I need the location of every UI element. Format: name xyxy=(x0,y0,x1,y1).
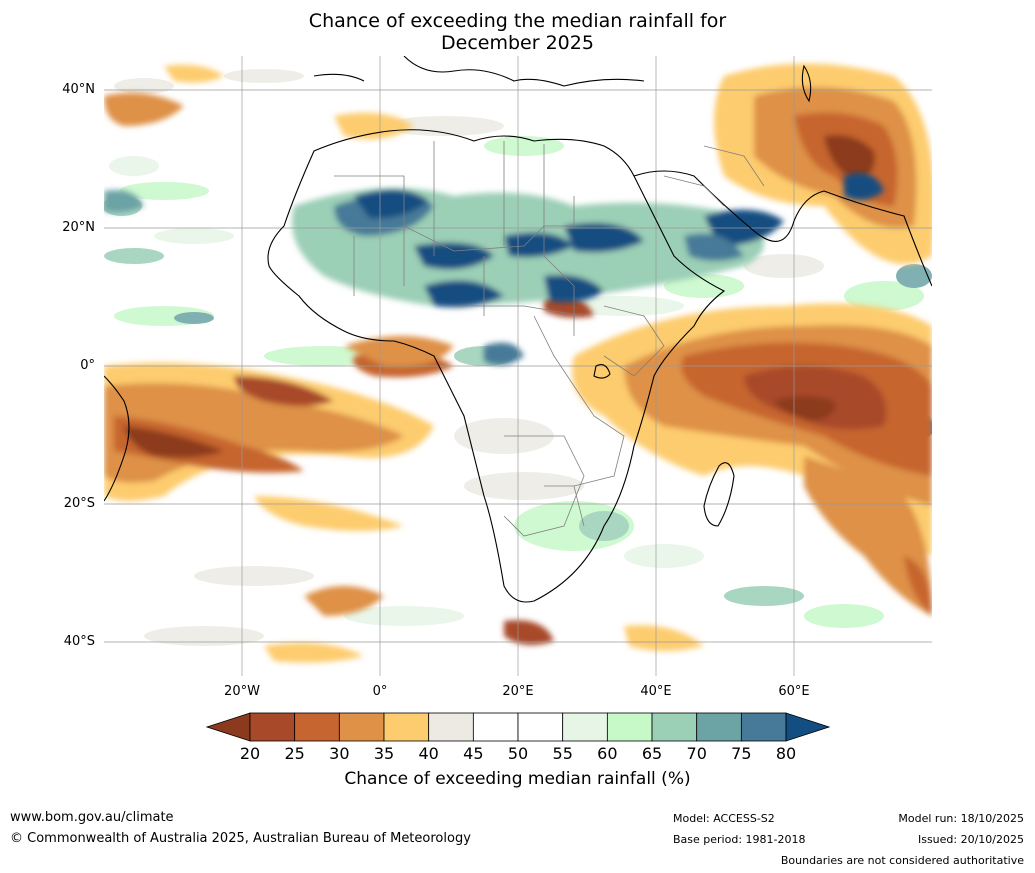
footer-model-run: Model run: 18/10/2025 xyxy=(898,812,1024,825)
footer-base-period: Base period: 1981-2018 xyxy=(673,833,806,846)
colorbar-tick-label: 70 xyxy=(686,744,707,763)
lat-label-20n: 20°N xyxy=(62,220,95,235)
lat-label-20s: 20°S xyxy=(63,496,95,511)
lon-label-60e: 60°E xyxy=(778,684,810,699)
map-canvas xyxy=(104,56,932,676)
lon-label-20w: 20°W xyxy=(224,684,260,699)
graticule xyxy=(104,56,932,676)
colorbar-swatch xyxy=(472,712,519,742)
map-title: Chance of exceeding the median rainfall … xyxy=(0,10,1035,54)
colorbar-tick-label: 25 xyxy=(284,744,305,763)
dry-anomaly-areas xyxy=(104,63,932,663)
footer-issued: Issued: 20/10/2025 xyxy=(917,833,1024,846)
country-borders xyxy=(334,141,765,537)
colorbar-tick-label: 60 xyxy=(597,744,618,763)
colorbar-swatch xyxy=(338,712,385,742)
colorbar-tick-label: 75 xyxy=(731,744,752,763)
colorbar-arrow-low xyxy=(206,712,251,742)
colorbar xyxy=(206,712,830,742)
lat-label-0: 0° xyxy=(80,358,95,373)
colorbar-swatch xyxy=(428,712,474,742)
colorbar-tick-label: 50 xyxy=(507,744,529,763)
lat-label-40n: 40°N xyxy=(62,82,95,97)
footer-website[interactable]: www.bom.gov.au/climate xyxy=(10,810,174,825)
colorbar-swatch xyxy=(294,712,340,742)
colorbar-tick-label: 45 xyxy=(463,744,484,763)
colorbar-swatch xyxy=(517,712,564,742)
colorbar-arrow-high xyxy=(785,712,830,742)
footer-copyright: © Commonwealth of Australia 2025, Austra… xyxy=(10,831,471,846)
footer-disclaimer: Boundaries are not considered authoritat… xyxy=(780,854,1024,867)
title-line-1: Chance of exceeding the median rainfall … xyxy=(308,10,727,32)
colorbar-swatch xyxy=(696,712,742,742)
colorbar-tick-label: 30 xyxy=(329,744,350,763)
lon-label-40e: 40°E xyxy=(640,684,672,699)
colorbar-swatch xyxy=(383,712,430,742)
colorbar-tick-label: 35 xyxy=(373,744,395,763)
colorbar-swatch xyxy=(740,712,787,742)
coastlines xyxy=(104,56,932,603)
colorbar-swatch xyxy=(249,712,296,742)
colorbar-tick-label: 65 xyxy=(641,744,663,763)
footer-model: Model: ACCESS-S2 xyxy=(673,812,775,825)
colorbar-tick-label: 20 xyxy=(239,744,261,763)
colorbar-swatch xyxy=(606,712,653,742)
lon-label-20e: 20°E xyxy=(502,684,534,699)
lon-label-0: 0° xyxy=(372,684,388,699)
colorbar-swatch xyxy=(651,712,698,742)
colorbar-label: Chance of exceeding median rainfall (%) xyxy=(344,769,691,789)
lat-label-40s: 40°S xyxy=(63,634,95,649)
colorbar-tick-label: 80 xyxy=(775,744,797,763)
title-line-2: December 2025 xyxy=(441,32,594,54)
colorbar-tick-label: 40 xyxy=(418,744,439,763)
colorbar-swatch xyxy=(562,712,608,742)
rainfall-map[interactable] xyxy=(104,56,932,676)
colorbar-tick-label: 55 xyxy=(552,744,573,763)
